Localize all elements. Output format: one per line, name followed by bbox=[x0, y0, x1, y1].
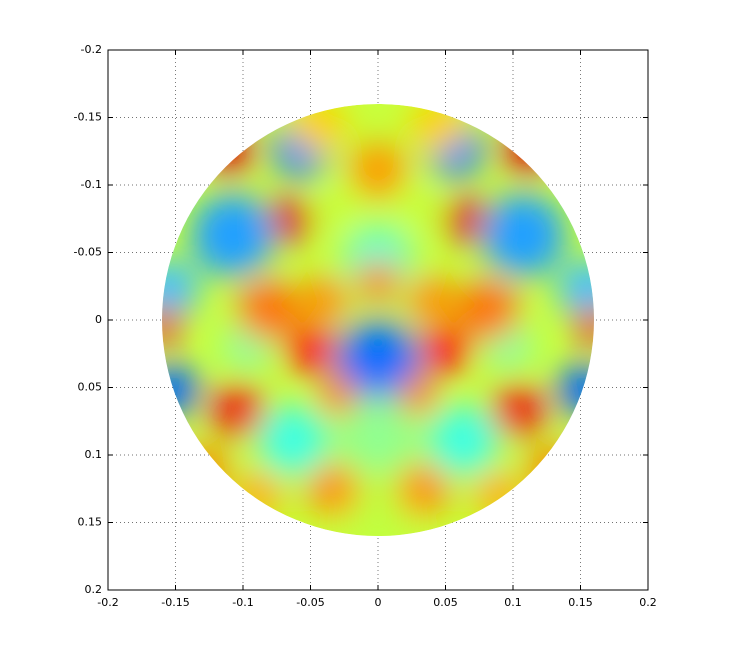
y-tick-label: 0.2 bbox=[85, 583, 103, 596]
y-tick-label: -0.15 bbox=[74, 111, 102, 124]
y-tick-label: -0.05 bbox=[74, 246, 102, 259]
y-tick-label: 0.15 bbox=[78, 516, 103, 529]
x-tick-label: 0.2 bbox=[639, 596, 657, 609]
x-tick-label: -0.05 bbox=[296, 596, 324, 609]
x-tick-label: 0.1 bbox=[504, 596, 522, 609]
y-tick-label: 0.1 bbox=[85, 448, 103, 461]
y-tick-label: 0.05 bbox=[78, 381, 103, 394]
field-image bbox=[162, 104, 594, 536]
x-tick-label: -0.1 bbox=[232, 596, 253, 609]
y-tick-label: -0.2 bbox=[81, 43, 102, 56]
x-tick-label: -0.15 bbox=[161, 596, 189, 609]
x-tick-label: 0 bbox=[375, 596, 382, 609]
x-tick-label: 0.05 bbox=[433, 596, 458, 609]
y-tick-label: 0 bbox=[95, 313, 102, 326]
y-tick-label: -0.1 bbox=[81, 178, 102, 191]
x-tick-label: 0.15 bbox=[568, 596, 593, 609]
x-tick-label: -0.2 bbox=[97, 596, 118, 609]
